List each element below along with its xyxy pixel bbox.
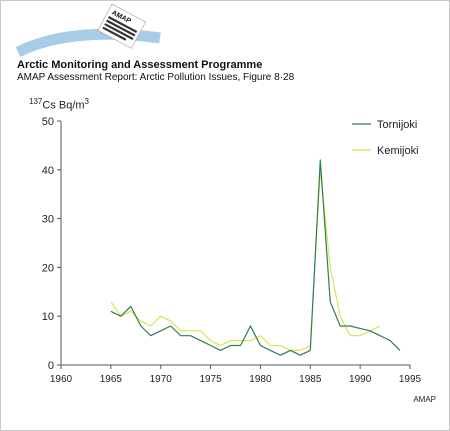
y-tick-label: 40 (42, 165, 54, 177)
y-tick-label: 50 (42, 116, 54, 128)
x-tick-label: 1975 (199, 374, 222, 385)
y-tick-label: 10 (42, 311, 54, 323)
series-line-tornijoki (110, 159, 401, 356)
y-axis-label-exponent: 3 (84, 97, 89, 106)
y-axis-label-isotope: 137 (29, 97, 43, 106)
legend-label-tornijoki: Tornijoki (377, 119, 417, 131)
x-tick-label: 1960 (50, 374, 73, 385)
x-tick-label: 1965 (100, 374, 123, 385)
footer-credit: AMAP (413, 395, 436, 404)
x-tick-label: 1990 (349, 374, 372, 385)
x-tick-label: 1985 (299, 374, 322, 385)
x-tick-label: 1995 (399, 374, 422, 385)
amap-logo: AMAP (15, 3, 161, 57)
header-title: Arctic Monitoring and Assessment Program… (17, 59, 263, 71)
y-tick-label: 30 (42, 214, 54, 226)
y-axis-label: 137Cs Bq/m3 (29, 97, 89, 112)
legend-label-kemijoki: Kemijoki (377, 145, 419, 157)
y-tick-label: 20 (42, 262, 54, 274)
logo-arc (15, 28, 161, 57)
series-line-kemijoki (110, 169, 381, 351)
header-subtitle: AMAP Assessment Report: Arctic Pollution… (17, 72, 295, 83)
y-tick-label: 0 (48, 360, 54, 372)
logo-globe-icon: AMAP (97, 3, 146, 49)
x-tick-label: 1980 (249, 374, 272, 385)
x-tick-label: 1970 (150, 374, 173, 385)
y-axis-label-text: Cs Bq/m (42, 99, 85, 112)
